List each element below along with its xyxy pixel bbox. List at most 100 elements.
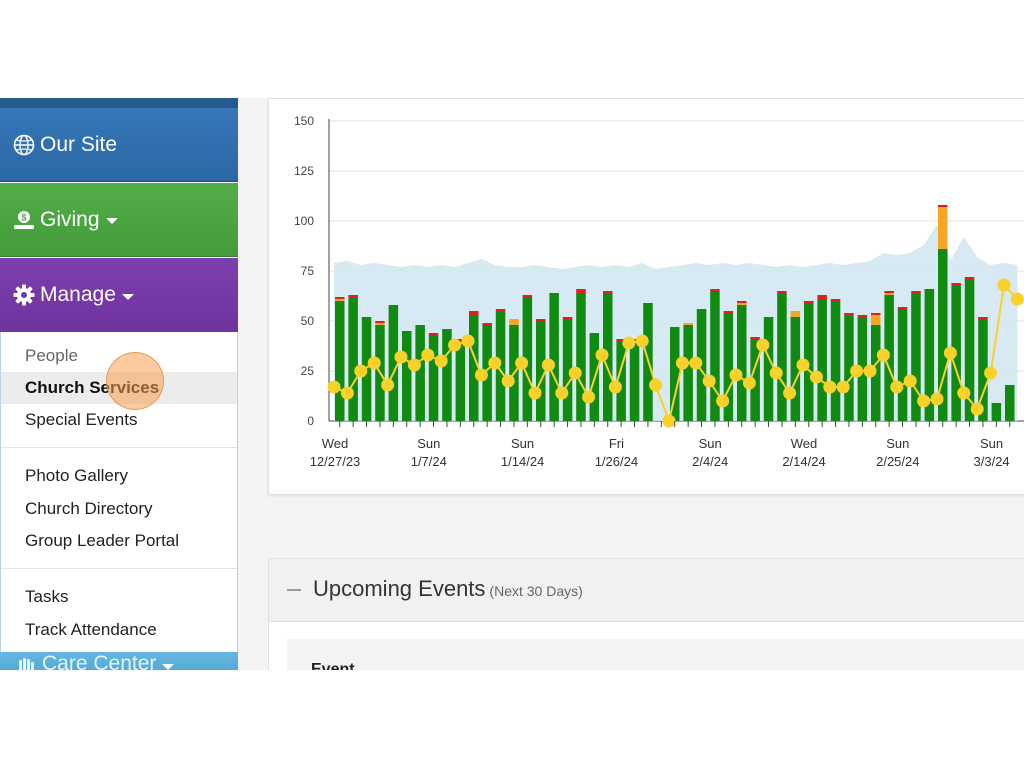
y-tick-label: 0 bbox=[307, 414, 314, 428]
bar-attendance bbox=[830, 301, 841, 421]
line-point bbox=[997, 278, 1011, 292]
bar-segment-orange bbox=[335, 299, 345, 301]
bar-segment-orange bbox=[737, 303, 747, 305]
submenu-item-tasks[interactable]: Tasks bbox=[25, 587, 69, 606]
bar-attendance bbox=[978, 319, 988, 421]
bar-attendance bbox=[911, 293, 921, 421]
bar-segment-red bbox=[857, 315, 868, 317]
bar-attendance bbox=[335, 301, 345, 421]
bar-segment-red bbox=[911, 291, 921, 293]
line-point bbox=[582, 390, 596, 404]
line-point bbox=[769, 366, 783, 380]
x-tick-label-date: 2/25/24 bbox=[876, 454, 919, 469]
bar-segment-red bbox=[884, 291, 894, 293]
submenu-item-track-attendance[interactable]: Track Attendance bbox=[25, 620, 157, 639]
bar-segment-red bbox=[830, 299, 841, 301]
line-point bbox=[555, 386, 569, 400]
submenu-item-church-services[interactable]: Church Services bbox=[1, 372, 237, 404]
x-tick-label-day: Sun bbox=[886, 436, 909, 451]
svg-text:$: $ bbox=[21, 212, 26, 222]
line-point bbox=[876, 348, 890, 362]
bar-segment-red bbox=[375, 321, 385, 323]
y-tick-label: 125 bbox=[294, 164, 314, 178]
nav-our-site[interactable]: Our Site bbox=[0, 108, 238, 182]
line-point bbox=[474, 368, 488, 382]
bar-attendance bbox=[723, 313, 734, 421]
upcoming-events-header[interactable]: Upcoming Events (Next 30 Days) bbox=[269, 559, 1024, 622]
line-point bbox=[407, 358, 421, 372]
bar-segment-red bbox=[938, 205, 948, 207]
line-point bbox=[635, 334, 649, 348]
line-point bbox=[729, 368, 743, 382]
line-point bbox=[796, 358, 810, 372]
submenu-item-church-directory[interactable]: Church Directory bbox=[25, 499, 153, 518]
nav-care-center[interactable]: Care Center bbox=[0, 652, 238, 670]
line-point bbox=[501, 374, 515, 388]
line-point bbox=[930, 392, 944, 406]
x-tick-label-day: Sun bbox=[699, 436, 722, 451]
collapse-icon[interactable] bbox=[287, 589, 301, 591]
bar-attendance bbox=[428, 335, 439, 421]
line-point bbox=[917, 394, 931, 408]
chevron-down-icon bbox=[121, 293, 134, 300]
nav-care-center-label: Care Center bbox=[42, 652, 157, 670]
bar-attendance bbox=[1005, 385, 1015, 421]
bar-segment-red bbox=[750, 337, 760, 339]
y-tick-label: 25 bbox=[301, 364, 315, 378]
bar-attendance bbox=[469, 315, 479, 421]
upcoming-events-title-text: Upcoming Events bbox=[313, 576, 486, 601]
chevron-down-icon bbox=[162, 664, 175, 670]
bar-segment-red bbox=[536, 319, 546, 321]
bar-attendance bbox=[415, 325, 425, 421]
bar-segment-red bbox=[335, 297, 345, 299]
submenu-item-people[interactable]: People bbox=[25, 346, 78, 365]
bar-attendance bbox=[562, 319, 573, 421]
bar-segment-orange bbox=[375, 323, 385, 325]
bar-segment-red bbox=[737, 301, 747, 303]
bar-attendance bbox=[938, 249, 948, 421]
bar-segment-red bbox=[603, 291, 613, 293]
bar-segment-red bbox=[951, 283, 961, 285]
line-point bbox=[354, 364, 368, 378]
bar-segment-red bbox=[844, 313, 854, 315]
y-tick-label: 75 bbox=[301, 264, 315, 278]
line-point bbox=[836, 380, 850, 394]
upcoming-events-panel: Upcoming Events (Next 30 Days) Event bbox=[268, 558, 1024, 670]
events-table: Event bbox=[287, 639, 1024, 670]
line-point bbox=[488, 356, 502, 370]
bar-segment-red bbox=[469, 311, 479, 315]
bar-segment-red bbox=[871, 313, 881, 315]
nav-manage[interactable]: Manage bbox=[0, 258, 238, 332]
bar-segment-orange bbox=[790, 311, 801, 317]
nav-giving[interactable]: $ Giving bbox=[0, 183, 238, 257]
line-point bbox=[890, 380, 904, 394]
x-tick-label-day: Sun bbox=[511, 436, 534, 451]
line-point bbox=[421, 348, 435, 362]
bar-attendance bbox=[402, 331, 412, 421]
submenu-item-special-events[interactable]: Special Events bbox=[25, 410, 138, 429]
bar-segment-red bbox=[978, 317, 988, 319]
x-tick-label-day: Sun bbox=[980, 436, 1003, 451]
line-point bbox=[381, 378, 395, 392]
submenu-item-photo-gallery[interactable]: Photo Gallery bbox=[25, 466, 128, 485]
bar-segment-red bbox=[723, 311, 734, 313]
line-point bbox=[448, 338, 462, 352]
bar-segment-red bbox=[576, 289, 586, 293]
line-point bbox=[823, 380, 837, 394]
app-viewport: Our Site $ Giving bbox=[0, 98, 1024, 670]
y-tick-label: 150 bbox=[294, 114, 314, 128]
line-point bbox=[716, 394, 730, 408]
line-point bbox=[327, 380, 341, 394]
x-tick-label-date: 2/4/24 bbox=[692, 454, 728, 469]
upcoming-events-subtitle: (Next 30 Days) bbox=[489, 583, 583, 599]
bar-attendance bbox=[442, 329, 452, 421]
bar-segment-red bbox=[616, 339, 626, 341]
hand-icon bbox=[14, 654, 38, 670]
bar-attendance bbox=[348, 297, 358, 421]
submenu-item-group-leader-portal[interactable]: Group Leader Portal bbox=[25, 531, 180, 550]
nav-our-site-label: Our Site bbox=[40, 132, 118, 156]
manage-submenu: People Church Services Special Events Ph… bbox=[0, 332, 238, 653]
line-point bbox=[984, 366, 998, 380]
bar-attendance bbox=[790, 317, 801, 421]
sidebar-top-strip bbox=[0, 98, 238, 108]
